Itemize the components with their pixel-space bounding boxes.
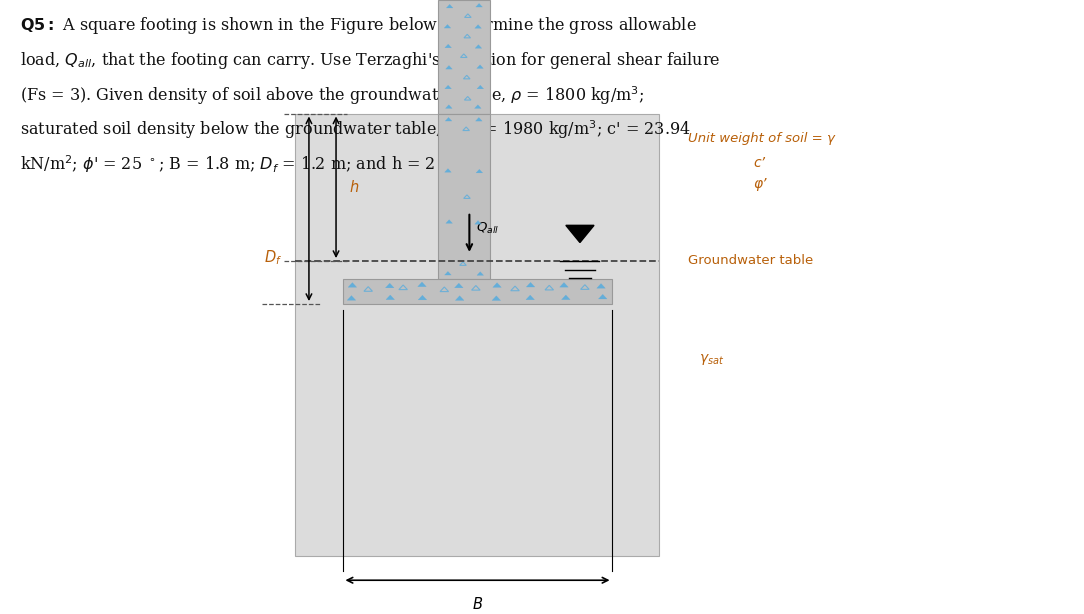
Text: $B$: $B$ xyxy=(472,596,483,612)
Polygon shape xyxy=(347,295,356,300)
Polygon shape xyxy=(475,25,481,28)
Polygon shape xyxy=(559,282,568,287)
Polygon shape xyxy=(417,282,426,287)
Polygon shape xyxy=(444,271,451,275)
Polygon shape xyxy=(493,282,501,287)
Polygon shape xyxy=(418,295,427,300)
Bar xyxy=(343,279,612,304)
Polygon shape xyxy=(477,85,483,89)
Polygon shape xyxy=(562,295,570,300)
Polygon shape xyxy=(444,85,451,89)
Bar xyxy=(438,0,490,114)
Polygon shape xyxy=(446,66,452,69)
Polygon shape xyxy=(386,295,395,300)
Bar xyxy=(295,114,659,556)
Text: Groundwater table: Groundwater table xyxy=(688,254,814,268)
Text: $\mathbf{Q5:}$ A square footing is shown in the Figure below. Determine the gros: $\mathbf{Q5:}$ A square footing is shown… xyxy=(20,15,696,36)
Polygon shape xyxy=(386,283,393,288)
Polygon shape xyxy=(444,25,451,28)
Text: kN/m$^2$; $\phi$' = 25 $^\circ$; B = 1.8 m; $D_f$ = 1.2 m; and h = 2 m.: kN/m$^2$; $\phi$' = 25 $^\circ$; B = 1.8… xyxy=(20,153,461,174)
Text: Unit weight of soil = γ: Unit weight of soil = γ xyxy=(688,131,835,145)
Bar xyxy=(438,114,490,279)
Text: φ’: φ’ xyxy=(753,177,766,191)
Text: (Fs = 3). Given density of soil above the groundwater table, $\rho$ = 1800 kg/m$: (Fs = 3). Given density of soil above th… xyxy=(20,84,644,107)
Polygon shape xyxy=(475,105,481,108)
Polygon shape xyxy=(348,282,357,287)
Polygon shape xyxy=(476,117,482,121)
Polygon shape xyxy=(444,169,451,172)
Text: $Q_{all}$: $Q_{all}$ xyxy=(476,221,499,236)
Polygon shape xyxy=(446,220,452,223)
Polygon shape xyxy=(446,105,452,108)
Text: load, $Q_{all}$, that the footing can carry. Use Terzaghi's equation for general: load, $Q_{all}$, that the footing can ca… xyxy=(20,50,720,71)
Polygon shape xyxy=(598,294,607,299)
Polygon shape xyxy=(454,283,463,288)
Text: γ$_{sat}$: γ$_{sat}$ xyxy=(699,352,725,367)
Polygon shape xyxy=(526,295,534,300)
Polygon shape xyxy=(475,220,481,224)
Polygon shape xyxy=(477,272,483,275)
Polygon shape xyxy=(476,4,482,7)
Text: $D_f$: $D_f$ xyxy=(263,249,282,267)
Polygon shape xyxy=(566,225,594,243)
Polygon shape xyxy=(444,44,451,48)
Polygon shape xyxy=(447,4,453,8)
Polygon shape xyxy=(527,282,534,287)
Polygon shape xyxy=(476,169,482,173)
Text: c’: c’ xyxy=(753,156,765,169)
Polygon shape xyxy=(475,45,481,49)
Polygon shape xyxy=(492,296,501,300)
Polygon shape xyxy=(597,284,605,288)
Polygon shape xyxy=(446,117,452,121)
Text: saturated soil density below the groundwater table, $\rho$ $_{sat}$ = 1980 kg/m$: saturated soil density below the groundw… xyxy=(20,119,691,141)
Polygon shape xyxy=(477,65,483,68)
Polygon shape xyxy=(455,296,464,300)
Text: h: h xyxy=(349,180,359,195)
